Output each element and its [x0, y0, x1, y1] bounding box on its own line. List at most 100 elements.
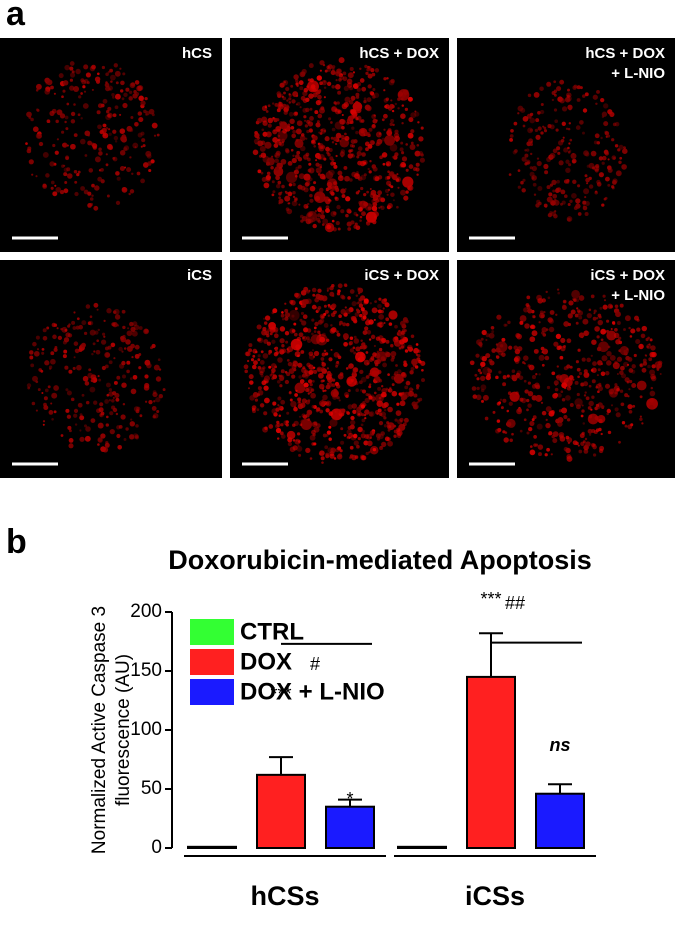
fluorescence-spot	[328, 437, 332, 441]
fluorescence-spot	[287, 161, 293, 166]
fluorescence-spot	[401, 122, 404, 125]
fluorescence-spot	[112, 407, 118, 413]
fluorescence-spot	[388, 322, 393, 326]
fluorescence-spot	[118, 363, 125, 369]
fluorescence-spot	[619, 156, 623, 160]
legend-label: CTRL	[240, 618, 304, 645]
legend-swatch	[190, 619, 234, 645]
fluorescence-spot	[502, 398, 507, 403]
fluorescence-spot	[139, 414, 143, 418]
y-axis-label: fluorescence (AU)	[113, 654, 134, 806]
fluorescence-spot	[290, 400, 297, 408]
fluorescence-spot	[277, 180, 282, 185]
fluorescence-spot	[306, 413, 310, 417]
fluorescence-spot	[91, 183, 95, 188]
fluorescence-spot	[129, 434, 135, 440]
fluorescence-spot	[546, 385, 551, 390]
fluorescence-spot	[326, 287, 330, 291]
fluorescence-spot	[280, 374, 283, 377]
panel-caption: hCS + DOX	[359, 45, 439, 62]
fluorescence-spot	[555, 313, 558, 316]
fluorescence-spot	[382, 362, 388, 368]
fluorescence-spot	[98, 407, 104, 413]
fluorescence-spot	[277, 139, 280, 142]
fluorescence-spot	[587, 331, 590, 334]
fluorescence-spot	[568, 300, 574, 306]
fluorescence-spot	[329, 285, 334, 291]
fluorescence-spot	[273, 143, 279, 148]
fluorescence-spot	[329, 418, 338, 427]
fluorescence-spot	[275, 183, 281, 189]
fluorescence-spot	[391, 109, 395, 113]
fluorescence-spot	[543, 203, 548, 208]
fluorescence-spot	[374, 362, 379, 367]
fluorescence-spot	[252, 364, 257, 370]
fluorescence-spot	[392, 174, 397, 179]
fluorescence-spot	[356, 406, 362, 413]
fluorescence-spot	[623, 328, 626, 331]
fluorescence-spot	[280, 399, 286, 405]
fluorescence-spot	[320, 106, 325, 111]
fluorescence-spot	[484, 416, 489, 421]
fluorescence-spot	[558, 409, 563, 413]
fluorescence-spot	[296, 94, 299, 97]
fluorescence-spot	[100, 411, 105, 416]
fluorescence-spot	[294, 307, 298, 311]
fluorescence-spot	[355, 351, 366, 363]
fluorescence-spot	[390, 118, 395, 124]
fluorescence-spot	[404, 385, 409, 390]
fluorescence-spot	[623, 361, 629, 368]
fluorescence-spot	[355, 346, 361, 352]
fluorescence-spot	[526, 398, 530, 403]
fluorescence-spot	[305, 137, 308, 140]
fluorescence-spot	[303, 154, 309, 160]
fluorescence-spot	[323, 96, 326, 99]
fluorescence-spot	[614, 383, 618, 387]
fluorescence-spot	[342, 333, 349, 340]
fluorescence-spot	[282, 128, 288, 134]
fluorescence-spot	[285, 149, 290, 154]
fluorescence-spot	[545, 406, 552, 413]
fluorescence-spot	[339, 372, 344, 376]
fluorescence-spot	[552, 431, 559, 437]
fluorescence-spot	[368, 412, 374, 417]
fluorescence-spot	[523, 307, 529, 313]
fluorescence-spot	[480, 375, 486, 382]
fluorescence-spot	[371, 307, 378, 314]
fluorescence-spot	[553, 89, 558, 93]
fluorescence-spot	[324, 69, 328, 73]
fluorescence-spot	[105, 440, 109, 445]
fluorescence-spot	[116, 176, 121, 181]
fluorescence-spot	[583, 372, 590, 378]
fluorescence-spot	[371, 398, 375, 402]
fluorescence-spot	[498, 401, 502, 405]
fluorescence-spot	[541, 327, 548, 333]
fluorescence-spot	[326, 370, 332, 376]
fluorescence-spot	[281, 138, 286, 143]
fluorescence-spot	[144, 96, 148, 101]
fluorescence-spot	[399, 147, 404, 152]
fluorescence-spot	[624, 377, 630, 383]
fluorescence-spot	[308, 63, 314, 69]
fluorescence-spot	[544, 170, 549, 175]
fluorescence-spot	[63, 188, 69, 194]
fluorescence-spot	[256, 324, 262, 330]
fluorescence-spot	[64, 173, 68, 176]
fluorescence-spot	[475, 353, 480, 358]
fluorescence-spot	[263, 411, 268, 416]
fluorescence-spot	[618, 440, 621, 444]
panel-caption: + L-NIO	[611, 287, 665, 304]
fluorescence-spot	[318, 400, 325, 407]
fluorescence-spot	[353, 335, 357, 339]
fluorescence-spot	[522, 124, 526, 128]
fluorescence-spot	[606, 351, 612, 357]
fluorescence-spot	[598, 418, 603, 424]
fluorescence-spot	[592, 361, 597, 366]
fluorescence-spot	[499, 344, 504, 348]
fluorescence-spot	[307, 399, 311, 402]
fluorescence-spot	[618, 160, 622, 165]
fluorescence-spot	[336, 204, 341, 210]
fluorescence-spot	[345, 367, 349, 370]
fluorescence-spot	[386, 77, 389, 80]
fluorescence-spot	[286, 359, 290, 362]
